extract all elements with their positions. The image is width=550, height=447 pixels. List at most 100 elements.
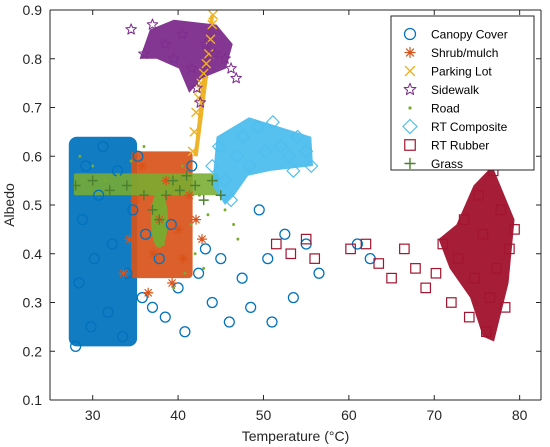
rt-rubber-point-27 [504,243,515,255]
canopy-cover-point-20 [159,311,171,323]
canopy-cover-point-36 [287,292,299,304]
parking-lot-point-1 [187,146,198,157]
rt-composite-point-8 [250,119,265,135]
rt-composite-density [212,117,314,205]
canopy-cover-point-18 [146,301,159,313]
y-tick-label-7: 0.7 [23,100,43,116]
shrub-mulch-point-4 [137,160,148,172]
canopy-cover-point-31 [245,301,257,313]
sidewalk-point-11 [208,47,221,59]
shrub-mulch-point-1 [118,268,129,279]
canopy-cover-point-29 [223,316,235,328]
rt-rubber-point-21 [481,326,492,338]
road-point-6 [142,145,146,148]
rt-composite-point-10 [265,115,280,130]
y-tick-label-8: 0.8 [23,51,43,67]
road-point-11 [180,164,184,168]
canopy-cover-point-27 [206,296,218,309]
canopy-cover-point-38 [313,267,325,279]
rt-rubber-point-5 [345,243,356,255]
canopy-cover-point-10 [106,238,118,250]
canopy-cover-point-33 [262,253,274,265]
legend-marker-rt-rubber [404,139,416,151]
shrub-mulch-point-6 [148,248,159,259]
series-rt-composite [205,115,319,208]
grass-point-4 [121,180,133,191]
road-point-10 [168,188,171,192]
canopy-cover-point-35 [279,228,291,240]
road-point-20 [183,271,187,275]
rt-rubber-point-20 [477,228,489,240]
legend-item-parking-lot: Parking Lot [404,65,492,79]
legend-item-rt-rubber: RT Rubber [404,139,489,153]
rt-composite-point-14 [299,144,314,159]
legend-label-road: Road [431,102,460,116]
rt-rubber-point-3 [300,233,312,245]
sidewalk-point-14 [230,72,242,84]
rt-composite-point-11 [273,139,288,154]
rt-rubber-point-16 [458,214,470,225]
rt-rubber-point-2 [285,248,297,260]
canopy-cover-point-25 [193,267,205,279]
canopy-cover-point-7 [93,189,105,201]
grass-point-6 [147,204,158,216]
grass-point-10 [174,185,185,196]
legend-item-grass: Grass [404,157,463,171]
sidewalk-point-4 [159,38,172,50]
legend-item-shrub-mulch: Shrub/mulch [404,46,498,60]
canopy-cover-point-4 [80,160,92,172]
road-point-16 [223,208,227,212]
grass-point-15 [215,190,226,201]
parking-lot-point-7 [201,58,212,69]
rt-rubber-point-19 [473,189,484,201]
grass-point-9 [167,175,179,186]
legend-label-canopy-cover: Canopy Cover [431,28,508,42]
rt-rubber-point-11 [420,282,432,294]
shrub-mulch-point-14 [196,234,208,245]
canopy-cover-point-5 [85,321,97,333]
canopy-cover-point-16 [136,292,148,304]
rt-rubber-point-24 [491,263,502,274]
rt-composite-point-16 [286,163,301,178]
legend-label-rt-rubber: RT Rubber [431,139,489,153]
road-point-3 [104,179,107,183]
grass-point-1 [70,180,81,191]
sidewalk-point-5 [167,52,180,64]
rt-rubber-point-12 [430,267,442,279]
canopy-cover-point-14 [127,204,139,216]
legend-item-rt-composite: RT Composite [402,118,508,135]
rt-composite-point-12 [281,149,297,164]
y-tick-label-4: 0.4 [23,246,43,262]
legend-label-parking-lot: Parking Lot [431,65,492,79]
grass-point-13 [198,194,209,206]
canopy-cover-point-12 [117,331,129,343]
road-point-18 [236,237,240,241]
canopy-cover-point-24 [186,160,198,172]
rt-composite-point-13 [290,129,305,144]
canopy-cover-point-6 [88,253,100,265]
y-tick-label-2: 0.2 [23,343,43,359]
y-tick-label-9: 0.9 [23,2,43,18]
canopy-cover-point-2 [73,277,85,289]
shrub-mulch-point-2 [124,234,135,245]
sidewalk-point-2 [138,47,150,59]
series-rt-rubber [270,165,520,338]
shrub-mulch-point-13 [190,214,202,225]
y-axis-label: Albedo [1,183,17,227]
shrub-mulch-point-10 [172,224,184,235]
road-point-2 [91,164,95,168]
sidewalk-point-7 [185,62,198,74]
canopy-cover-point-34 [266,316,278,328]
legend-label-sidewalk: Sidewalk [431,83,480,97]
road-point-13 [197,193,201,197]
legend-marker-shrub-mulch [404,46,416,59]
sidewalk-point-8 [191,81,203,94]
canopy-cover-point-32 [253,204,265,216]
rt-rubber-point-4 [309,253,321,264]
rt-rubber-point-13 [437,238,449,250]
rt-composite-point-5 [229,149,245,164]
sidewalk-point-9 [194,96,207,108]
road-point-9 [162,242,166,246]
x-axis-label: Temperature (°C) [242,428,350,444]
